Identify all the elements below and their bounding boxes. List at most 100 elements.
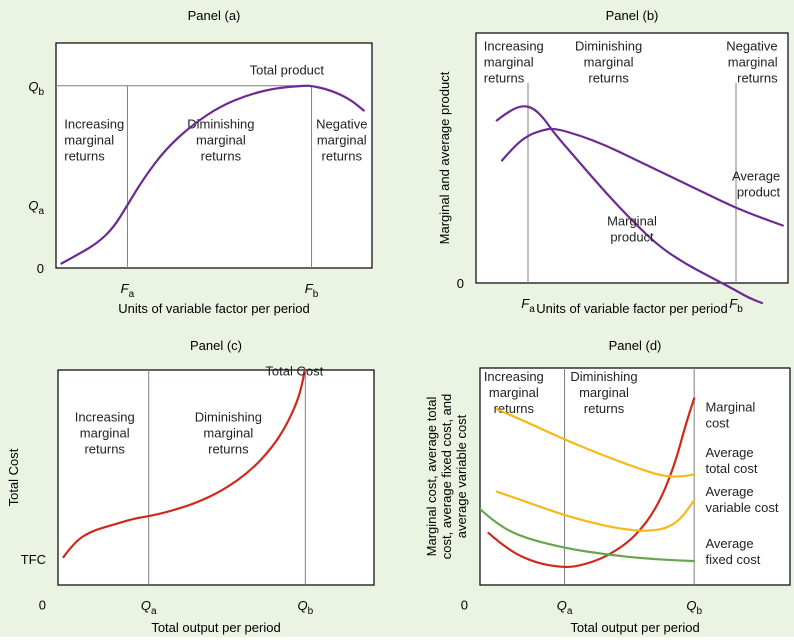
- y-tick-label: 0: [461, 598, 468, 613]
- x-tick-label: Qa: [557, 598, 573, 617]
- region-label-line: marginal: [317, 133, 367, 148]
- tick-base: Q: [297, 598, 307, 613]
- series-label: Average total cost: [705, 445, 757, 476]
- region-label-line: returns: [201, 149, 242, 164]
- region-label-line: returns: [64, 149, 105, 164]
- series-label-line: Marginal: [705, 399, 755, 414]
- average-product-curve: [500, 127, 784, 227]
- region-label-line: marginal: [80, 426, 130, 441]
- series-label: Average product: [732, 169, 781, 200]
- region-label-line: Diminishing: [187, 117, 254, 132]
- series-label: Marginal cost: [705, 399, 755, 430]
- x-axis-label: Total output per period: [151, 620, 280, 635]
- region-label-line: returns: [584, 401, 625, 416]
- tick-subscript: b: [308, 606, 314, 617]
- series-label-line: Total Cost: [265, 363, 323, 378]
- y-axis-label: Marginal cost, average totalcost, averag…: [424, 394, 469, 559]
- x-tick-label: Fb: [305, 281, 319, 300]
- x-tick-label: Fa: [521, 296, 535, 315]
- y-tick-label: Qa: [28, 198, 44, 217]
- tick-base: Q: [28, 198, 38, 213]
- tick-subscript: b: [313, 289, 319, 300]
- region-label-line: Negative: [726, 39, 777, 54]
- y-axis-label-line: Marginal cost, average total: [424, 397, 439, 557]
- tick-subscript: b: [38, 87, 44, 98]
- series-label-line: fixed cost: [705, 552, 760, 567]
- region-label: Increasing marginal returns: [64, 117, 124, 164]
- panel-title: Panel (a): [188, 8, 241, 23]
- tick-subscript: a: [567, 606, 573, 617]
- series-label-line: product: [737, 185, 781, 200]
- region-label-line: marginal: [203, 426, 253, 441]
- series-label-line: Marginal: [607, 214, 657, 229]
- region-label-line: marginal: [728, 55, 778, 70]
- tick-subscript: a: [38, 206, 44, 217]
- x-axis-label: Units of variable factor per period: [536, 301, 727, 316]
- series-label: Average fixed cost: [705, 536, 760, 567]
- x-tick-label: Qa: [141, 598, 157, 617]
- x-tick-label: Qb: [297, 598, 313, 617]
- y-axis-label: Marginal and average product: [437, 71, 452, 244]
- region-label-line: returns: [322, 149, 363, 164]
- region-label-line: marginal: [489, 385, 539, 400]
- y-axis-label-line: cost, average fixed cost, and: [439, 394, 454, 559]
- total-product-curve: [60, 84, 365, 265]
- marginal-product-curve: [495, 105, 764, 305]
- plot-area: [57, 369, 375, 586]
- tick-base: F: [521, 296, 530, 311]
- panel-title: Panel (d): [609, 338, 662, 353]
- y-tick-label: Qb: [28, 79, 44, 98]
- region-label-line: returns: [84, 442, 125, 457]
- average-total-cost-curve: [495, 408, 696, 478]
- region-label-line: Negative: [316, 117, 367, 132]
- region-label-line: returns: [588, 71, 629, 86]
- panel-b: Panel (b) Units of variable factor per pe…: [437, 8, 789, 316]
- series-label-line: Average: [705, 484, 753, 499]
- y-tick-label: TFC: [21, 552, 46, 567]
- series-label-line: product: [610, 230, 654, 245]
- region-label-line: returns: [494, 401, 535, 416]
- tick-base: F: [305, 281, 314, 296]
- series-label-line: Average: [705, 536, 753, 551]
- y-axis-label: Total Cost: [6, 448, 21, 506]
- region-label-line: marginal: [584, 55, 634, 70]
- y-tick-label: 0: [457, 276, 464, 291]
- panel-c: Panel (c) Total output per period Total Co…: [6, 338, 375, 635]
- series-label-line: Total product: [250, 63, 325, 78]
- plot-area: [55, 42, 373, 269]
- x-axis-label: Total output per period: [570, 620, 699, 635]
- region-label-line: marginal: [579, 385, 629, 400]
- panel-title: Panel (b): [606, 8, 659, 23]
- y-axis-label-line: Marginal and average product: [437, 71, 452, 244]
- tick-subscript: a: [129, 289, 135, 300]
- panel-d: Panel (d) Total output per period Marginal…: [424, 338, 791, 635]
- region-label: Increasing marginal returns: [484, 39, 544, 86]
- panel-a: Panel (a) Units of variable factor per pe…: [28, 8, 373, 316]
- region-label-line: Diminishing: [570, 369, 637, 384]
- x-axis-label: Units of variable factor per period: [118, 301, 309, 316]
- total-cost-curve: [62, 370, 306, 559]
- tick-subscript: b: [696, 606, 702, 617]
- series-label-line: Average: [705, 445, 753, 460]
- region-label-line: marginal: [64, 133, 114, 148]
- region-label: Negative marginal returns: [316, 117, 367, 164]
- series-label-line: total cost: [705, 461, 757, 476]
- region-label-line: Diminishing: [575, 39, 642, 54]
- series-label: Total product: [250, 63, 325, 78]
- region-label-line: marginal: [196, 133, 246, 148]
- y-tick-label: 0: [39, 597, 46, 612]
- region-label-line: Increasing: [484, 369, 544, 384]
- region-label: Negative marginal returns: [726, 39, 778, 86]
- x-tick-label: Fb: [729, 296, 743, 315]
- region-label: Diminishing marginal returns: [195, 410, 262, 457]
- tick-base: Q: [557, 598, 567, 613]
- y-axis-label-line: Total Cost: [6, 448, 21, 506]
- region-label-line: returns: [737, 71, 778, 86]
- tick-base: Q: [686, 598, 696, 613]
- y-axis-label-line: average variable cost: [454, 414, 469, 538]
- region-label: Diminishing marginal returns: [575, 39, 642, 86]
- tick-subscript: a: [151, 606, 157, 617]
- tick-base: F: [729, 296, 738, 311]
